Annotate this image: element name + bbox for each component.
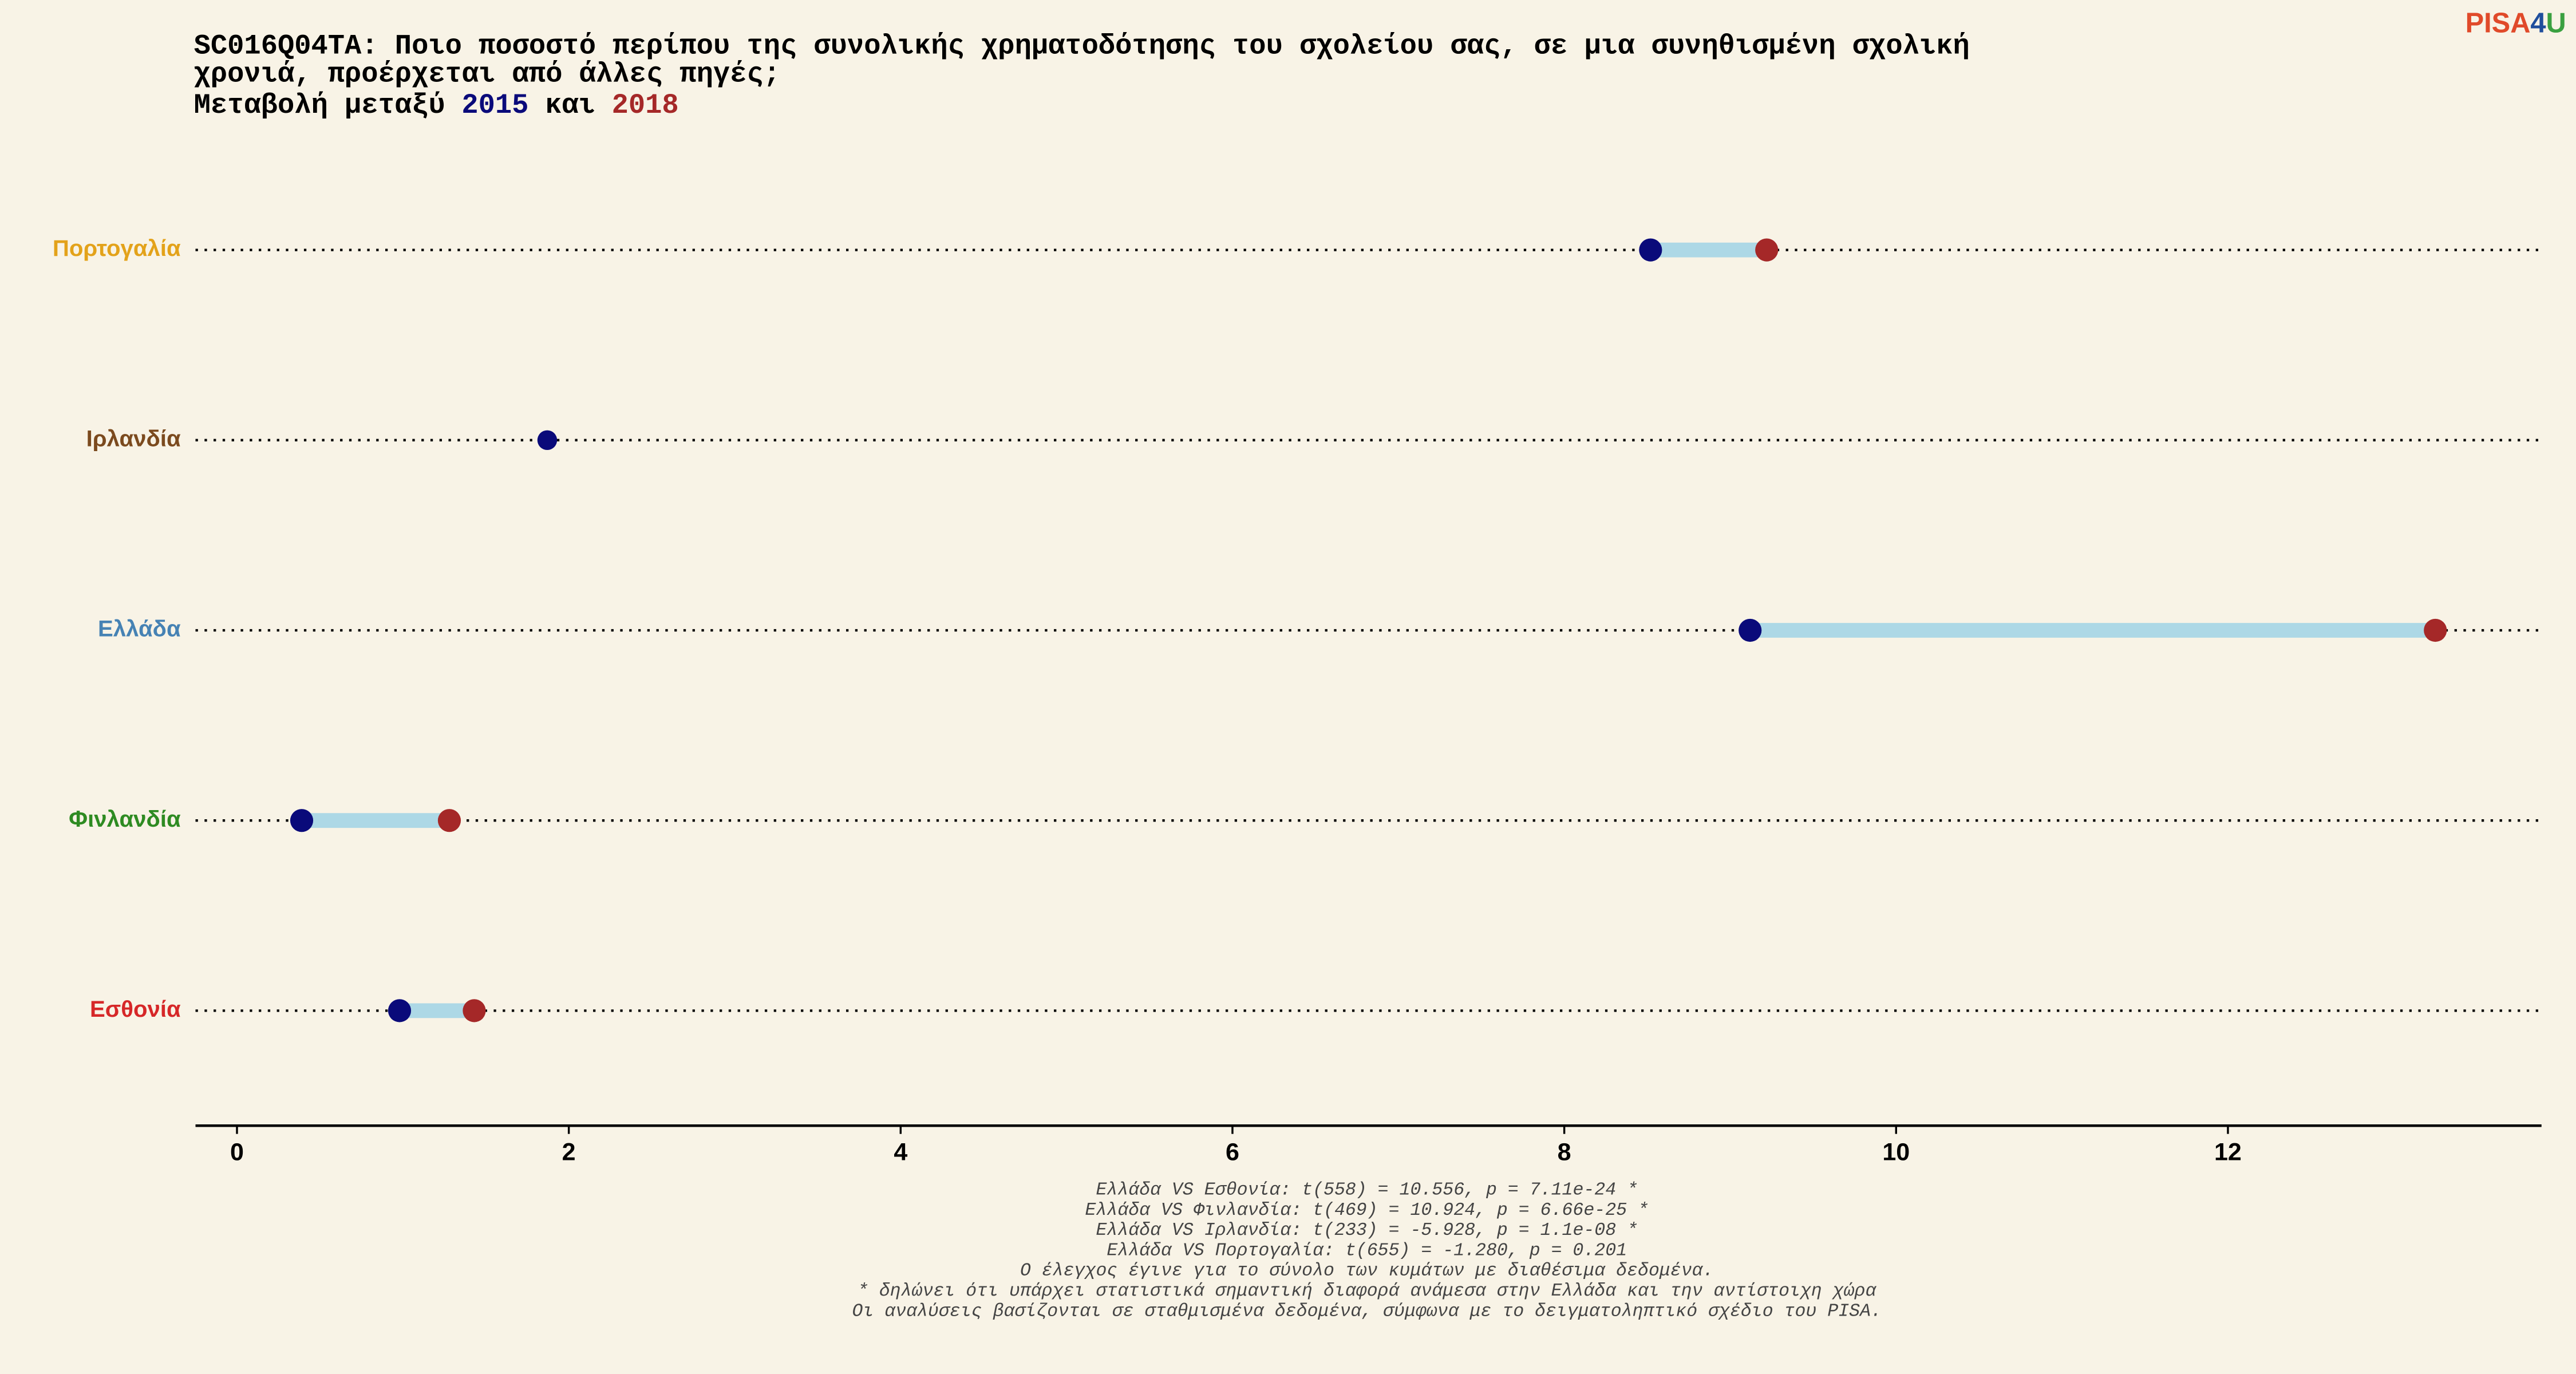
logo-part: 4	[2530, 7, 2546, 38]
footnote: Ελλάδα VS Πορτογαλία: t(655) = -1.280, p…	[1107, 1241, 1627, 1261]
y-tick-label: Πορτογαλία	[53, 235, 181, 261]
point	[388, 999, 412, 1022]
x-tick-label: 0	[230, 1138, 244, 1166]
x-tick-label: 12	[2214, 1138, 2242, 1166]
chart-title: SC016Q04TA: Ποιο ποσοστό περίπου της συν…	[194, 30, 1970, 62]
point	[463, 999, 486, 1022]
x-tick-label: 4	[894, 1138, 907, 1166]
chart-title: χρονιά, προέρχεται από άλλες πηγές;	[194, 58, 780, 90]
y-tick-label: Εσθονία	[90, 996, 181, 1022]
x-tick-label: 10	[1882, 1138, 1910, 1166]
point	[2424, 618, 2447, 642]
subtitle-text: Μεταβολή μεταξύ	[194, 89, 445, 121]
x-tick-label: 2	[562, 1138, 576, 1166]
subtitle-text: και	[545, 89, 595, 121]
point	[290, 809, 314, 832]
logo-part: PISA	[2466, 7, 2531, 38]
footnote: Ελλάδα VS Εσθονία: t(558) = 10.556, p = …	[1096, 1180, 1638, 1201]
y-tick-label: Φινλανδία	[69, 806, 181, 832]
footnote: Ο έλεγχος έγινε για το σύνολο των κυμάτω…	[1020, 1261, 1714, 1281]
point	[1755, 238, 1779, 262]
point	[1739, 618, 1762, 642]
y-tick-label: Ελλάδα	[98, 616, 181, 642]
logo-part: U	[2546, 7, 2566, 38]
legend-entry: 2018	[612, 89, 679, 121]
chart-subtitle: Μεταβολή μεταξύ 2015 και 2018	[194, 89, 679, 121]
footnote: Ελλάδα VS Φινλανδία: t(469) = 10.924, p …	[1085, 1201, 1649, 1221]
x-tick-label: 8	[1558, 1138, 1571, 1166]
x-tick-label: 6	[1226, 1138, 1239, 1166]
point	[1639, 238, 1662, 262]
logo: PISA4U	[2466, 7, 2566, 38]
footnote: Οι αναλύσεις βασίζονται σε σταθμισμένα δ…	[852, 1301, 1882, 1321]
y-tick-label: Ιρλανδία	[86, 425, 181, 451]
point	[537, 430, 558, 451]
footnote: * δηλώνει ότι υπάρχει στατιστικά σημαντι…	[858, 1281, 1877, 1301]
point	[437, 809, 461, 832]
legend-entry: 2015	[461, 89, 528, 121]
footnote: Ελλάδα VS Ιρλανδία: t(233) = -5.928, p =…	[1096, 1221, 1638, 1241]
